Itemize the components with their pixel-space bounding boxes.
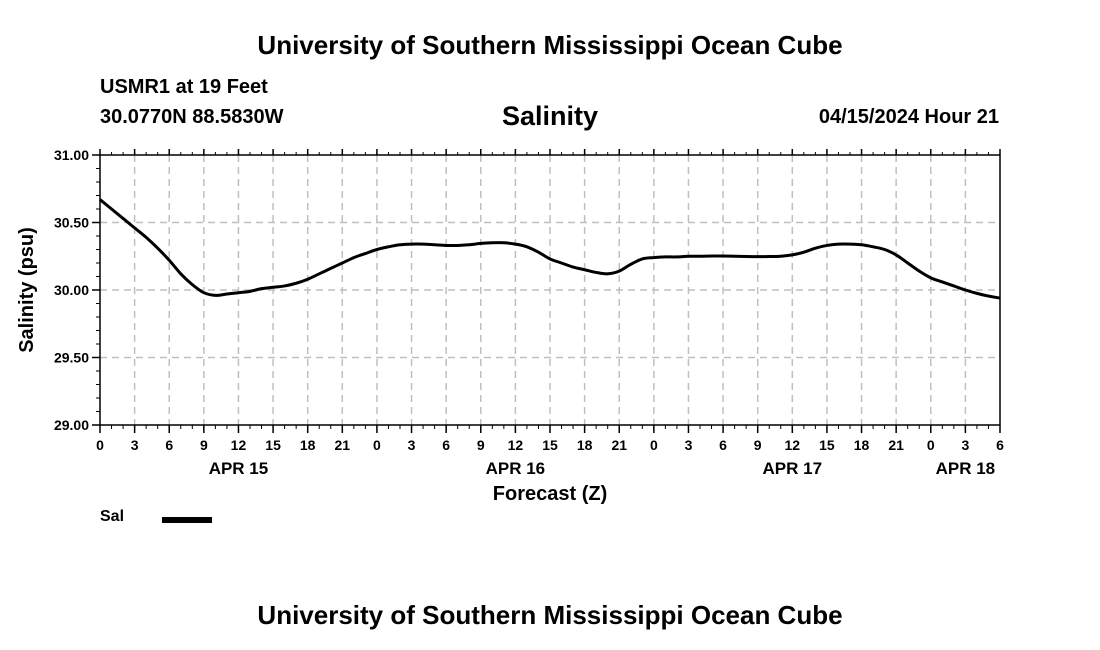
x-tick-label: 9	[200, 437, 208, 453]
x-tick-label: 0	[650, 437, 658, 453]
plot-frame	[99, 154, 1001, 426]
x-tick-label: 0	[927, 437, 935, 453]
date-label: APR 17	[763, 459, 823, 478]
x-tick-label: 18	[577, 437, 593, 453]
legend-swatch-sal	[162, 517, 212, 523]
x-tick-label: 6	[165, 437, 173, 453]
x-tick-label: 12	[785, 437, 801, 453]
salinity-chart: 29.00 29.50 30.00 30.50 31.00 0 3 6 9 12 15 18 21 0 3…	[16, 147, 1004, 505]
chart-title: Salinity	[501, 101, 599, 131]
y-axis-title: Salinity (psu)	[16, 227, 38, 353]
date-label: APR 18	[936, 459, 996, 478]
series-layer	[99, 198, 1001, 300]
date-label: APR 15	[209, 459, 269, 478]
date-label: APR 16	[486, 459, 546, 478]
forecast-run-time: 04/15/2024 Hour 21	[818, 106, 999, 128]
y-tick-label: 29.50	[54, 350, 89, 366]
x-tick-label: 21	[888, 437, 904, 453]
y-tick-label: 29.00	[54, 417, 89, 433]
station-name: USMR1 at 19 Feet	[100, 76, 268, 98]
x-tick-label: 6	[719, 437, 727, 453]
top-title: University of Southern Mississippi Ocean…	[257, 30, 843, 60]
x-tick-label: 3	[131, 437, 139, 453]
x-tick-label: 3	[961, 437, 969, 453]
x-tick-label: 21	[611, 437, 627, 453]
axis-ticks	[92, 149, 1001, 433]
x-tick-label: 18	[854, 437, 870, 453]
bottom-title: University of Southern Mississippi Ocean…	[257, 600, 843, 630]
grid-lines	[100, 155, 1000, 425]
x-tick-label: 0	[373, 437, 381, 453]
x-tick-label: 21	[335, 437, 351, 453]
x-tick-label: 15	[819, 437, 835, 453]
x-tick-label: 0	[96, 437, 104, 453]
y-tick-label: 30.50	[54, 215, 89, 231]
x-tick-label: 6	[996, 437, 1004, 453]
x-axis-title: Forecast (Z)	[493, 483, 607, 505]
x-tick-label: 12	[231, 437, 247, 453]
y-tick-label: 31.00	[54, 147, 89, 163]
x-tick-label: 6	[442, 437, 450, 453]
y-tick-label: 30.00	[54, 282, 89, 298]
x-tick-label: 12	[508, 437, 524, 453]
x-tick-label: 18	[300, 437, 316, 453]
x-tick-labels: 0 3 6 9 12 15 18 21 0 3 6 9 12 15 18 21 0 3 6 9 12 15 18 21 0 3 6	[96, 437, 1004, 453]
x-tick-label: 15	[542, 437, 558, 453]
series-line-sal	[99, 198, 1001, 300]
station-coordinates: 30.0770N 88.5830W	[100, 106, 284, 128]
legend-label: Sal	[100, 508, 125, 525]
x-tick-label: 9	[754, 437, 762, 453]
y-tick-labels: 29.00 29.50 30.00 30.50 31.00	[54, 147, 89, 433]
x-tick-label: 9	[477, 437, 485, 453]
x-tick-label: 3	[408, 437, 416, 453]
x-tick-label: 3	[685, 437, 693, 453]
x-tick-label: 15	[265, 437, 281, 453]
date-labels: APR 15 APR 16 APR 17 APR 18	[209, 459, 995, 478]
